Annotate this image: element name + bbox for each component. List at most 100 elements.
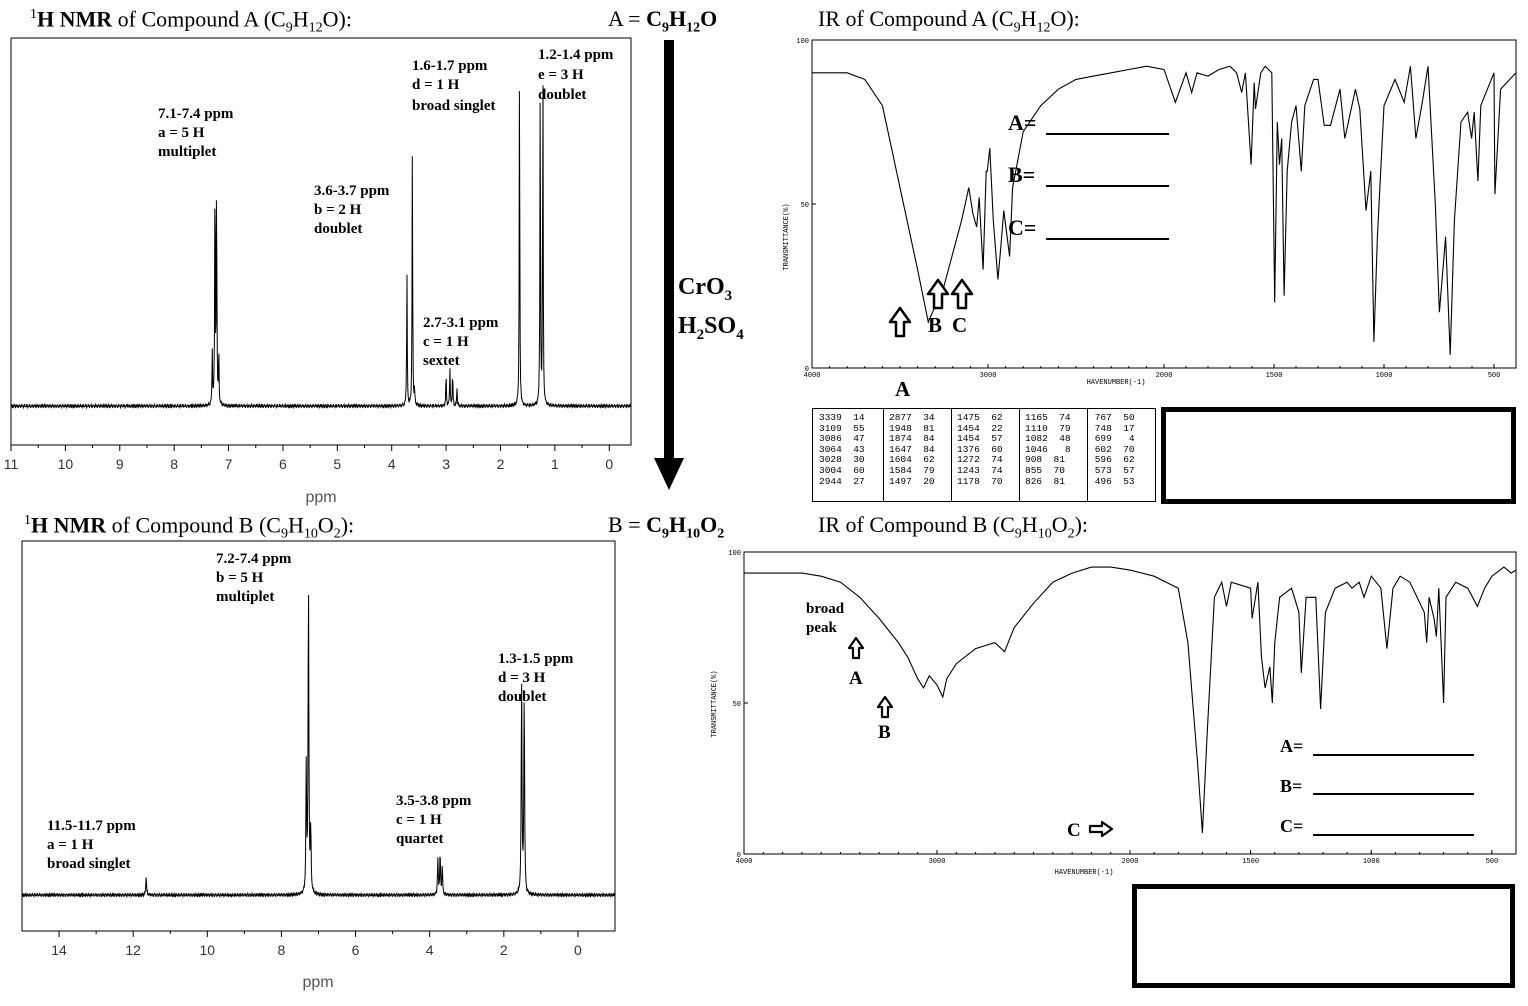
ir-a-label-a: A [895,377,911,401]
ir-b-label-peak: peak [806,620,838,636]
x-tick-label: 6 [279,456,287,472]
svg-text:3.6-3.7 ppm: 3.6-3.7 ppm [314,183,390,199]
svg-text:broad singlet: broad singlet [412,98,496,114]
ir-a-frame [811,39,1517,369]
formula-b: B = C9H10O2 [608,512,725,542]
nmr-b-header: 1H NMR of Compound B (C9H10O2): [24,512,355,542]
svg-text:11.5-11.7 ppm: 11.5-11.7 ppm [47,818,136,834]
ir-a-answer-lines: A= B= C= [1008,110,1169,240]
svg-text:multiplet: multiplet [216,589,274,605]
svg-text:1.6-1.7 ppm: 1.6-1.7 ppm [412,58,488,74]
nmr-a-annotation-d: 1.6-1.7 ppm d = 1 H broad singlet [412,58,496,114]
y-tick-label: 50 [733,701,741,709]
x-tick-label: 4000 [804,372,821,380]
ir-a-arrow-c [950,278,974,310]
y-tick-label: 100 [728,550,741,558]
ir-a-spectrum [812,65,1517,355]
x-tick-label: 6 [352,942,360,958]
svg-text:a = 5 H: a = 5 H [158,125,205,141]
svg-text:doublet: doublet [538,87,586,103]
svg-text:a = 1 H: a = 1 H [47,837,94,853]
nmr-b-annotation-a: 11.5-11.7 ppm a = 1 H broad singlet [47,818,136,872]
nmr-a-annotation-e: 1.2-1.4 ppm e = 3 H doublet [538,47,614,103]
x-tick-label: 0 [605,456,613,472]
nmr-a-annotation-a: 7.1-7.4 ppm a = 5 H multiplet [158,106,234,160]
svg-text:b = 5 H: b = 5 H [216,570,264,586]
ir-a-peak-table: 3339 14 3109 55 3086 47 3064 43 3028 30 3004 … [812,408,1156,502]
x-tick-label: 3000 [980,372,997,380]
ir-a-xlabel: HAVENUMBER(-1) [1087,379,1146,387]
answer-box-b[interactable] [1132,884,1515,988]
x-tick-label: 1500 [1266,372,1283,380]
x-tick-label: 14 [51,942,67,958]
ir-a-answer-c: C= [1008,215,1036,240]
ir-a-arrow-a [888,306,912,338]
nmr-b-chart: 14 12 10 8 6 4 2 0 ppm 11.5-11.7 ppm a = 1 H broa… [21,540,616,991]
nmr-b-axis: 14 12 10 8 6 4 2 0 [51,931,582,958]
nmr-a-header: 1H NMR of Compound A (C9H12O): [30,6,352,36]
x-tick-label: 5 [333,456,341,472]
x-tick-label: 10 [58,456,74,472]
nmr-b-annotations: 11.5-11.7 ppm a = 1 H broad singlet 7.2-7.… [47,551,574,872]
x-tick-label: 3000 [929,858,946,866]
ir-b-arrow-b [876,695,894,719]
x-tick-label: 2000 [1156,372,1173,380]
svg-text:1.2-1.4 ppm: 1.2-1.4 ppm [538,47,614,63]
svg-text:e = 3 H: e = 3 H [538,67,584,83]
svg-text:2.7-3.1 ppm: 2.7-3.1 ppm [423,315,499,331]
svg-text:c = 1 H: c = 1 H [396,812,442,828]
nmr-b-annotation-b: 7.2-7.4 ppm b = 5 H multiplet [216,551,292,605]
formula-a: A = C9H12O [608,6,718,36]
x-tick-label: 8 [170,456,178,472]
svg-text:broad singlet: broad singlet [47,856,131,872]
svg-text:quartet: quartet [396,831,444,847]
x-tick-label: 1000 [1376,372,1393,380]
ir-b-answer-c: C= [1280,816,1303,836]
x-tick-label: 1000 [1363,858,1380,866]
ir-a-label-b: B [928,313,942,337]
x-tick-label: 1500 [1242,858,1259,866]
x-tick-label: 8 [278,942,286,958]
nmr-b-annotation-c: 3.5-3.8 ppm c = 1 H quartet [396,793,472,847]
svg-text:multiplet: multiplet [158,144,216,160]
ir-b-header: IR of Compound B (C9H10O2): [818,512,1089,542]
nmr-b-spectrum [21,594,616,899]
peak-col-2: 2877 34 1948 81 1874 84 1647 84 1604 62 1584 … [889,412,935,487]
peak-col-4: 1165 74 1110 79 1082 48 1046 8 908 81 855 70 8… [1025,412,1071,487]
ir-b-label-a: A [849,668,863,689]
y-tick-label: 0 [805,366,809,374]
ir-a-arrow-b [926,278,950,310]
nmr-a-annotation-c: 2.7-3.1 ppm c = 1 H sextet [423,315,499,369]
reagent-h2so4: H2SO4 [678,312,744,343]
ir-b-ylabel: TRANSMITTANCE(%) [711,670,719,737]
ir-b-label-broad: broad [806,601,845,617]
y-tick-label: 100 [796,38,809,46]
x-tick-label: 0 [574,942,582,958]
x-tick-label: 4 [426,942,434,958]
x-tick-label: 2000 [1122,858,1139,866]
ir-b-xlabel: HAVENUMBER(-1) [1055,869,1114,877]
answer-box-a[interactable] [1161,407,1516,504]
ir-b-arrow-c [1088,820,1114,838]
x-tick-label: 4000 [736,858,753,866]
nmr-a-annotation-b: 3.6-3.7 ppm b = 2 H doublet [314,183,390,237]
svg-text:d = 3 H: d = 3 H [498,670,546,686]
ir-b-arrow-a [847,636,865,660]
svg-text:1.3-1.5 ppm: 1.3-1.5 ppm [498,651,574,667]
nmr-a-xlabel: ppm [305,489,336,506]
svg-text:doublet: doublet [314,221,362,237]
nmr-a-frame [10,37,632,446]
reagent-label: CrO3 H2SO4 [678,272,744,350]
ir-a-label-c: C [952,313,967,337]
ir-b-answer-lines: A= B= C= [1280,736,1474,836]
ir-b-label-b: B [878,722,891,743]
x-tick-label: 2 [497,456,505,472]
svg-text:c = 1 H: c = 1 H [423,334,469,350]
x-tick-label: 12 [125,942,141,958]
peak-col-5: 767 50 748 17 699 4 602 70 596 62 573 57… [1089,412,1135,487]
svg-text:7.1-7.4 ppm: 7.1-7.4 ppm [158,106,234,122]
y-tick-label: 0 [737,852,741,860]
